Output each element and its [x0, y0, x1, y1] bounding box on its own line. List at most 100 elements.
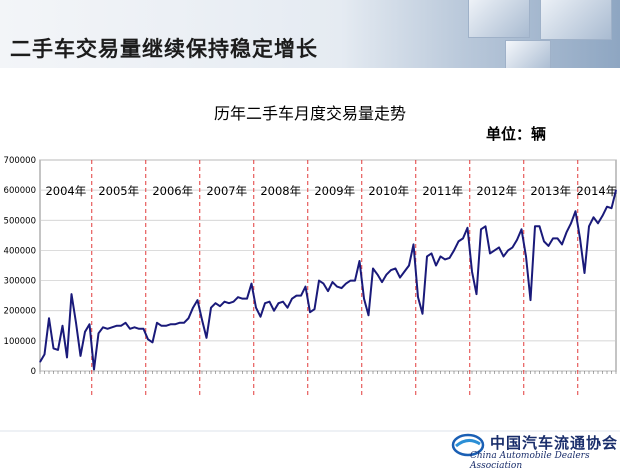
- data-point: [327, 290, 329, 292]
- data-point: [291, 298, 293, 300]
- data-point: [484, 225, 487, 227]
- data-point: [196, 299, 199, 301]
- data-point: [489, 252, 491, 255]
- data-point: [255, 307, 257, 309]
- data-point: [331, 281, 334, 283]
- data-point: [210, 307, 212, 309]
- data-point: [241, 298, 244, 300]
- data-point: [421, 313, 424, 315]
- data-point: [57, 349, 59, 351]
- data-point: [309, 311, 311, 313]
- data-point: [201, 319, 203, 321]
- header-banner: 二手车交易量继续保持稳定增长: [0, 0, 620, 68]
- data-point: [610, 207, 613, 209]
- y-tick-label: 100000: [4, 337, 36, 347]
- data-point: [354, 279, 356, 282]
- data-point: [214, 302, 217, 304]
- y-tick-label: 0: [31, 367, 36, 377]
- data-point: [115, 325, 118, 327]
- data-point: [349, 279, 352, 282]
- data-point: [367, 314, 370, 316]
- data-point: [565, 231, 568, 233]
- data-point: [286, 307, 289, 309]
- data-point: [417, 296, 419, 298]
- year-label: 2014年: [576, 184, 617, 198]
- data-point: [340, 287, 343, 289]
- data-point: [93, 368, 95, 371]
- data-point: [493, 249, 496, 252]
- data-point: [435, 264, 437, 267]
- year-label: 2008年: [260, 184, 301, 198]
- data-point: [601, 215, 604, 217]
- decorative-cube: [505, 40, 551, 68]
- data-point: [169, 323, 172, 325]
- data-point: [592, 216, 595, 218]
- data-point: [471, 270, 473, 273]
- year-label: 2009年: [314, 184, 355, 198]
- data-point: [282, 301, 284, 303]
- slide-title: 二手车交易量继续保持稳定增长: [10, 36, 318, 61]
- data-point: [142, 328, 145, 330]
- data-point: [102, 326, 104, 328]
- data-point: [358, 260, 361, 262]
- footer: [0, 432, 620, 465]
- data-point: [336, 286, 338, 288]
- data-point: [178, 322, 181, 324]
- data-point: [385, 273, 388, 276]
- data-point: [520, 228, 523, 230]
- data-point: [480, 228, 482, 230]
- data-point: [97, 332, 100, 334]
- year-label: 2010年: [368, 184, 409, 198]
- data-point: [79, 355, 82, 357]
- data-point: [498, 246, 500, 249]
- year-label: 2004年: [45, 184, 86, 198]
- data-point: [606, 206, 608, 208]
- decorative-cube: [468, 0, 530, 38]
- data-point: [507, 249, 509, 252]
- association-name-en: China Automobile Dealers Association: [470, 451, 590, 471]
- y-tick-label: 700000: [4, 156, 36, 166]
- data-point: [156, 322, 158, 324]
- data-point: [124, 322, 127, 324]
- data-point: [381, 281, 383, 283]
- y-tick-label: 500000: [4, 216, 36, 226]
- data-point: [570, 222, 572, 224]
- data-point: [88, 323, 91, 325]
- chart-title: 历年二手车月度交易量走势: [213, 104, 406, 123]
- data-point: [430, 252, 433, 255]
- data-point: [52, 347, 55, 349]
- data-point: [219, 305, 221, 307]
- year-label: 2007年: [206, 184, 247, 198]
- data-point: [466, 227, 469, 229]
- year-label: 2006年: [152, 184, 193, 198]
- data-point: [552, 237, 554, 239]
- data-point: [525, 255, 527, 258]
- data-point: [448, 257, 451, 259]
- data-point: [223, 301, 226, 303]
- data-point: [273, 310, 275, 312]
- line-chart: 0 100000 200000 300000 400000 500000 600000 700…: [4, 156, 617, 396]
- data-point: [534, 225, 536, 227]
- data-point: [511, 246, 514, 249]
- data-point: [246, 298, 248, 300]
- data-point: [412, 243, 415, 245]
- data-point: [232, 301, 235, 303]
- data-point: [300, 295, 302, 297]
- decorative-cube: [540, 0, 612, 40]
- data-point: [322, 282, 325, 285]
- year-label: 2005年: [98, 184, 139, 198]
- data-point: [444, 258, 446, 261]
- data-point: [165, 325, 167, 327]
- data-point: [615, 189, 617, 191]
- data-point: [529, 299, 532, 301]
- data-point: [84, 331, 86, 333]
- data-point: [376, 273, 379, 276]
- data-point: [43, 353, 46, 356]
- data-point: [403, 270, 406, 273]
- data-point: [295, 295, 298, 297]
- data-point: [174, 323, 176, 325]
- y-tick-label: 400000: [4, 246, 36, 256]
- data-point: [106, 328, 109, 330]
- data-point: [547, 245, 550, 247]
- data-point: [439, 255, 442, 258]
